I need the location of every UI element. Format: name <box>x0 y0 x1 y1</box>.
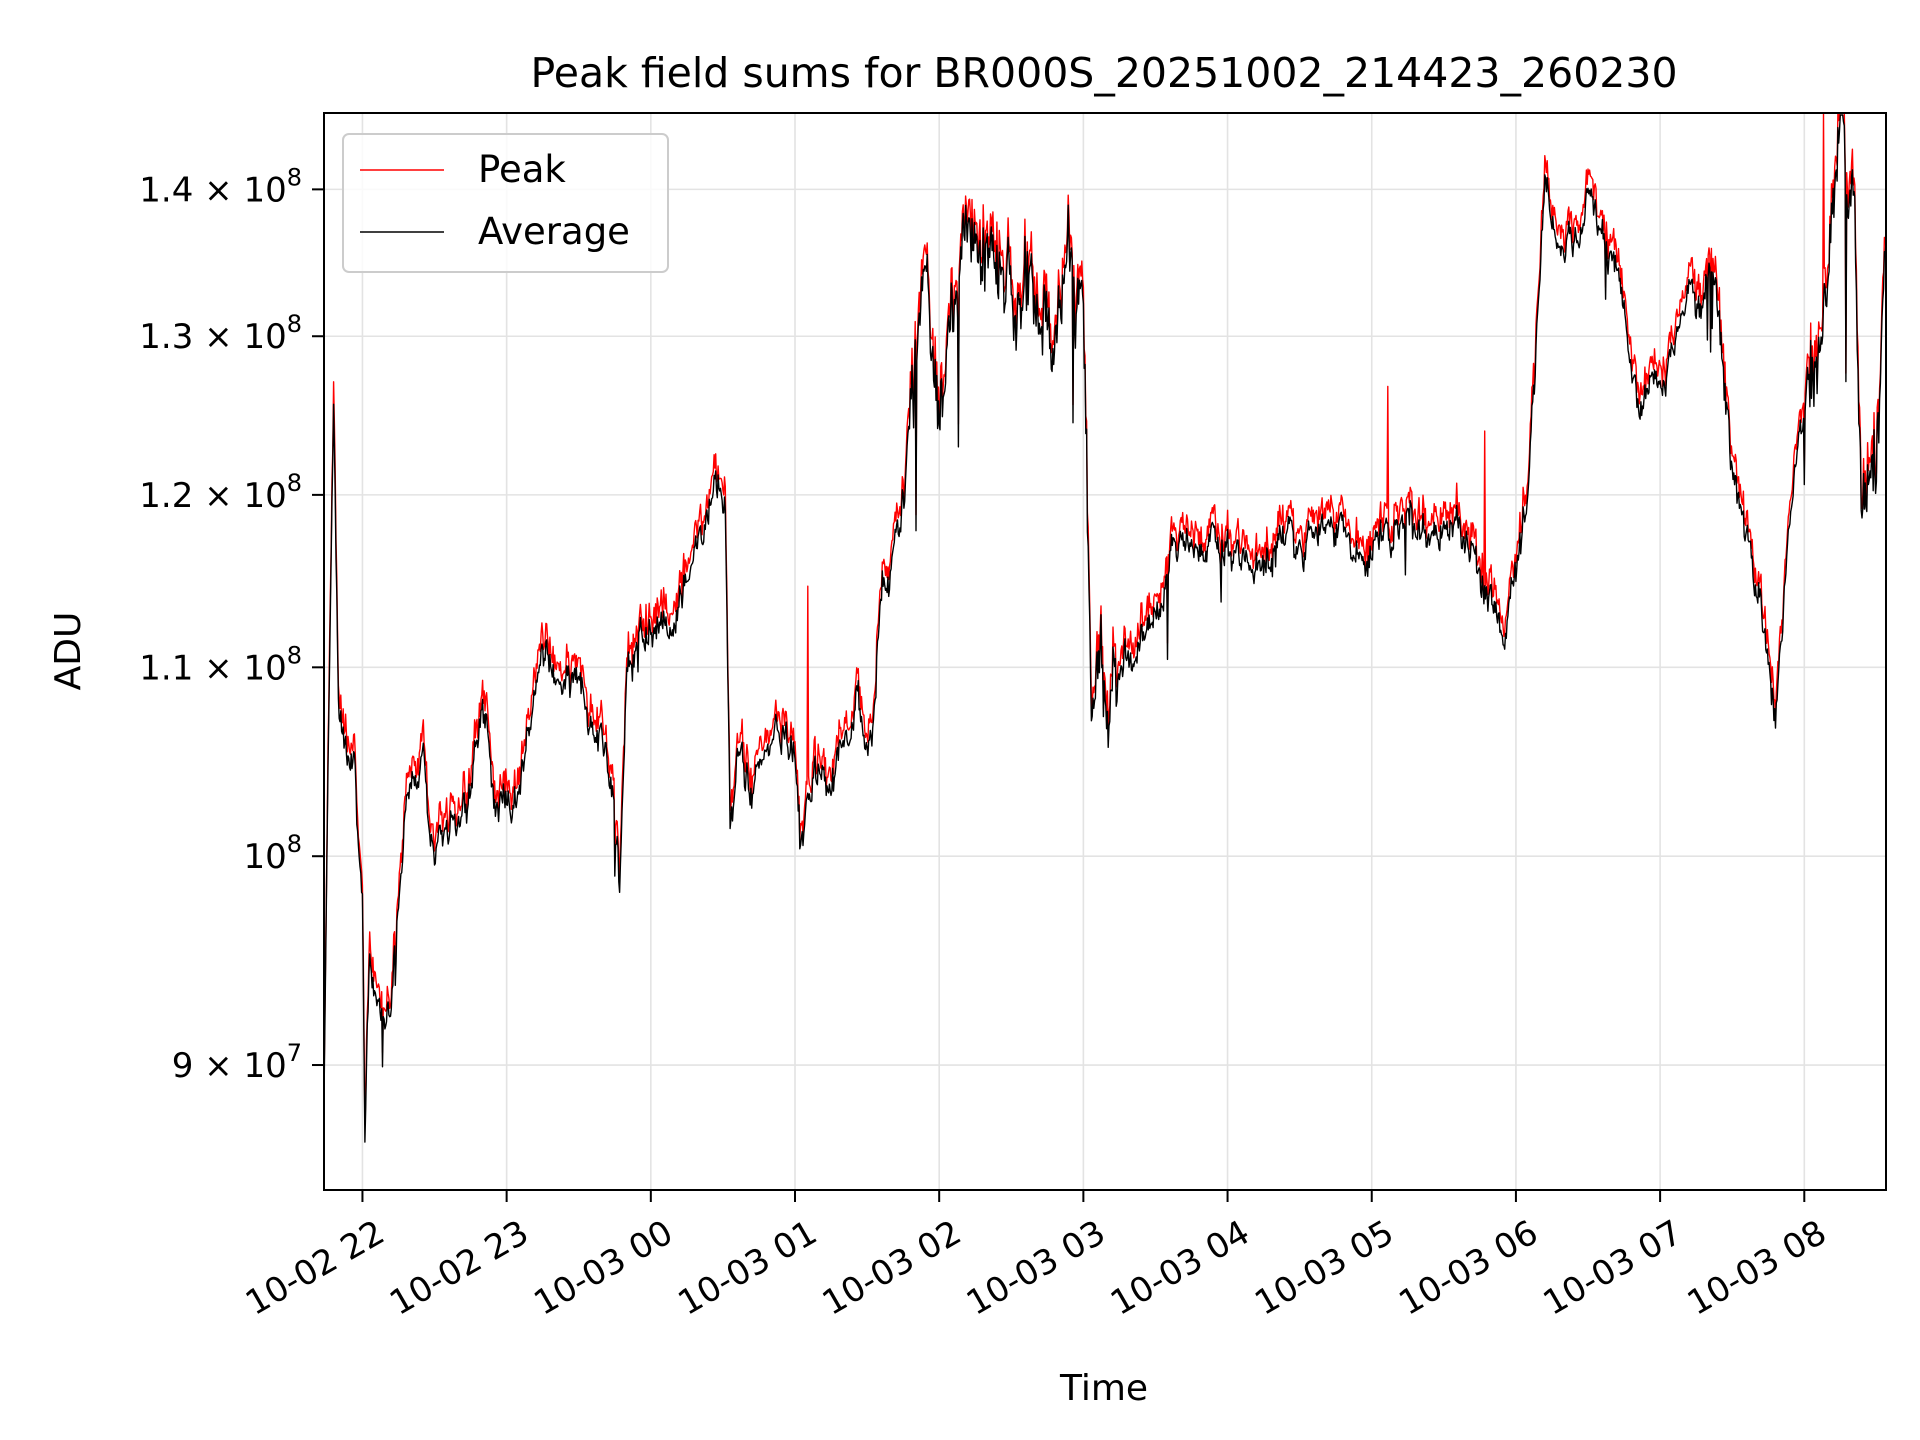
y-tick-label: 108 <box>243 830 302 877</box>
y-axis-label: ADU <box>48 612 89 691</box>
series-layer <box>323 112 1887 1143</box>
plot-area <box>324 113 1886 1190</box>
y-tick-label: 1.3 × 108 <box>139 310 302 357</box>
legend-label-average: Average <box>478 210 630 253</box>
plot-frame <box>323 112 1887 1191</box>
series-peak-line <box>323 112 1887 1126</box>
legend-box <box>342 133 669 273</box>
y-tick-label: 1.2 × 108 <box>139 469 302 516</box>
series-average-line <box>323 114 1887 1143</box>
grid-y <box>324 188 1886 1066</box>
grid-x <box>361 113 1806 1190</box>
y-tick-label: 1.1 × 108 <box>139 641 302 688</box>
y-tick-label: 1.4 × 108 <box>139 163 302 210</box>
x-axis-label: Time <box>1059 1368 1148 1409</box>
legend-label-peak: Peak <box>478 148 566 191</box>
legend: Peak Average <box>342 133 669 273</box>
y-axis: 9 × 107 108 1.1 × 108 1.2 × 108 1.3 × 108 1.4… <box>139 163 324 1086</box>
chart-title: Peak field sums for BR000S_20251002_2144… <box>530 49 1677 97</box>
y-tick-label: 9 × 107 <box>172 1039 302 1086</box>
